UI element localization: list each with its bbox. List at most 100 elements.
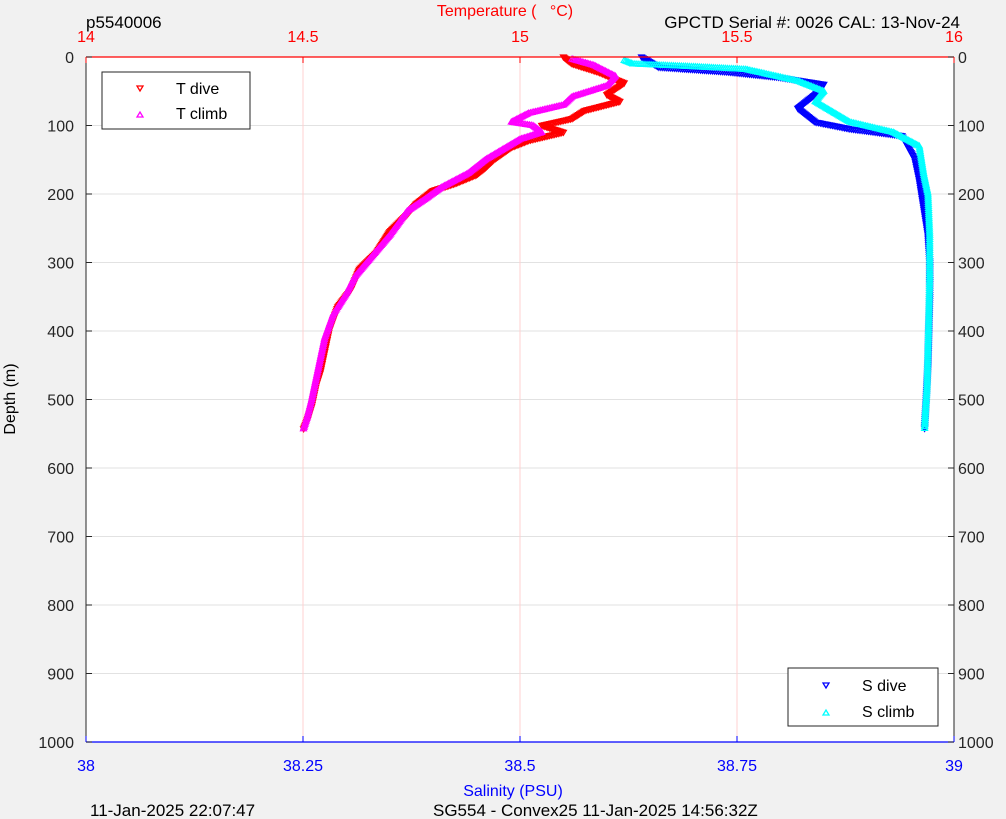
depth-tick-label-left: 500: [47, 393, 74, 410]
data-point: [915, 179, 924, 187]
t-climb-series: [299, 54, 620, 432]
data-point: [802, 80, 812, 88]
temperature-tick-label: 15.5: [721, 29, 752, 46]
data-point: [916, 186, 925, 194]
data-point: [920, 424, 929, 432]
data-point: [809, 82, 818, 90]
depth-tick-label-right: 0: [958, 50, 967, 67]
data-point: [596, 64, 606, 72]
data-point: [598, 65, 607, 73]
data-point: [916, 185, 925, 192]
data-point: [812, 84, 821, 91]
data-point: [795, 77, 804, 85]
depth-tick-label-right: 900: [958, 667, 985, 684]
data-point: [796, 78, 805, 85]
data-point: [813, 84, 822, 92]
temperature-tick-label: 14: [77, 29, 95, 46]
temperature-tick-label: 14.5: [287, 29, 318, 46]
salinity-tick-label: 39: [945, 758, 963, 775]
data-point: [916, 188, 926, 196]
depth-tick-label-left: 600: [47, 461, 74, 478]
s-dive-legend-label: S dive: [862, 678, 907, 695]
salinity-tick-label: 38.25: [283, 758, 323, 775]
t-climb-legend-marker: [135, 110, 145, 118]
t-legend: T dive T climb: [101, 71, 251, 130]
depth-tick-label-left: 300: [47, 256, 74, 273]
data-point: [844, 117, 853, 124]
data-point: [810, 83, 819, 91]
data-point: [602, 67, 611, 75]
data-point: [805, 81, 815, 89]
s-climb-legend-marker: [821, 708, 831, 716]
t-dive-legend-label: T dive: [176, 81, 219, 98]
data-point: [591, 61, 600, 69]
depth-tick-label-left: 800: [47, 598, 74, 615]
footer-center-label: SG554 - Convex25 11-Jan-2025 14:56:32Z: [433, 801, 758, 819]
temperature-tick-label: 15: [511, 29, 529, 46]
data-layer: [299, 54, 934, 434]
data-point: [917, 190, 926, 198]
data-point: [920, 422, 929, 430]
depth-tick-label-right: 800: [958, 598, 985, 615]
data-point: [804, 81, 813, 88]
depth-tick-label-left: 0: [65, 50, 74, 67]
data-point: [915, 181, 924, 189]
data-point: [917, 194, 926, 201]
data-point: [605, 69, 614, 76]
header-right-label: GPCTD Serial #: 0026 CAL: 13-Nov-24: [664, 13, 960, 32]
depth-tick-label-left: 400: [47, 324, 74, 341]
axes: 0 0 100 100 200 200 300 300 400 400 500 500 600 600 70…: [38, 29, 993, 775]
depth-tick-label-left: 200: [47, 187, 74, 204]
data-point: [595, 63, 604, 71]
t-dive-legend-marker: [135, 85, 145, 93]
data-point: [589, 61, 598, 68]
footer-left-label: 11-Jan-2025 22:07:47: [90, 801, 255, 819]
depth-tick-label-right: 1000: [958, 735, 994, 752]
depth-tick-label-right: 400: [958, 324, 985, 341]
depth-tick-label-right: 300: [958, 256, 985, 273]
salinity-axis-label: Salinity (PSU): [463, 783, 563, 800]
data-point: [915, 177, 924, 185]
temperature-axis-label: Temperature ( °C): [437, 3, 573, 20]
data-point: [594, 63, 603, 71]
data-point: [807, 82, 816, 90]
data-point: [599, 66, 608, 73]
data-point: [607, 69, 616, 77]
salinity-tick-label: 38: [77, 758, 95, 775]
s-legend: S dive S climb: [787, 667, 939, 727]
data-point: [601, 66, 610, 74]
depth-tick-label-left: 700: [47, 530, 74, 547]
s-climb-series: [620, 56, 934, 432]
data-point: [299, 424, 308, 432]
data-point: [569, 115, 578, 122]
depth-tick-label-right: 700: [958, 530, 985, 547]
depth-tick-label-left: 900: [47, 667, 74, 684]
depth-tick-label-left: 100: [47, 119, 74, 136]
salinity-tick-label: 38.75: [717, 758, 757, 775]
s-dive-legend-marker: [821, 682, 831, 690]
depth-axis-label: Depth (m): [2, 363, 19, 434]
temperature-tick-label: 16: [945, 29, 963, 46]
data-point: [918, 195, 927, 203]
data-point: [815, 85, 824, 93]
s-legend-box: [787, 667, 939, 727]
data-point: [604, 68, 613, 76]
depth-tick-label-right: 100: [958, 119, 985, 136]
t-legend-box: [101, 71, 251, 130]
data-point: [917, 192, 926, 200]
salinity-tick-label: 38.5: [504, 758, 535, 775]
depth-tick-label-left: 1000: [38, 735, 74, 752]
data-point: [918, 197, 927, 205]
s-climb-legend-label: S climb: [862, 704, 915, 721]
data-point: [592, 62, 601, 70]
data-point: [799, 79, 808, 86]
depth-tick-label-right: 500: [958, 393, 985, 410]
data-point: [916, 183, 925, 190]
header-left-label: p5540006: [86, 13, 162, 32]
depth-tick-label-right: 200: [958, 187, 985, 204]
data-point: [793, 76, 802, 84]
data-point: [798, 78, 807, 86]
depth-tick-label-right: 600: [958, 461, 985, 478]
data-point: [801, 79, 810, 87]
